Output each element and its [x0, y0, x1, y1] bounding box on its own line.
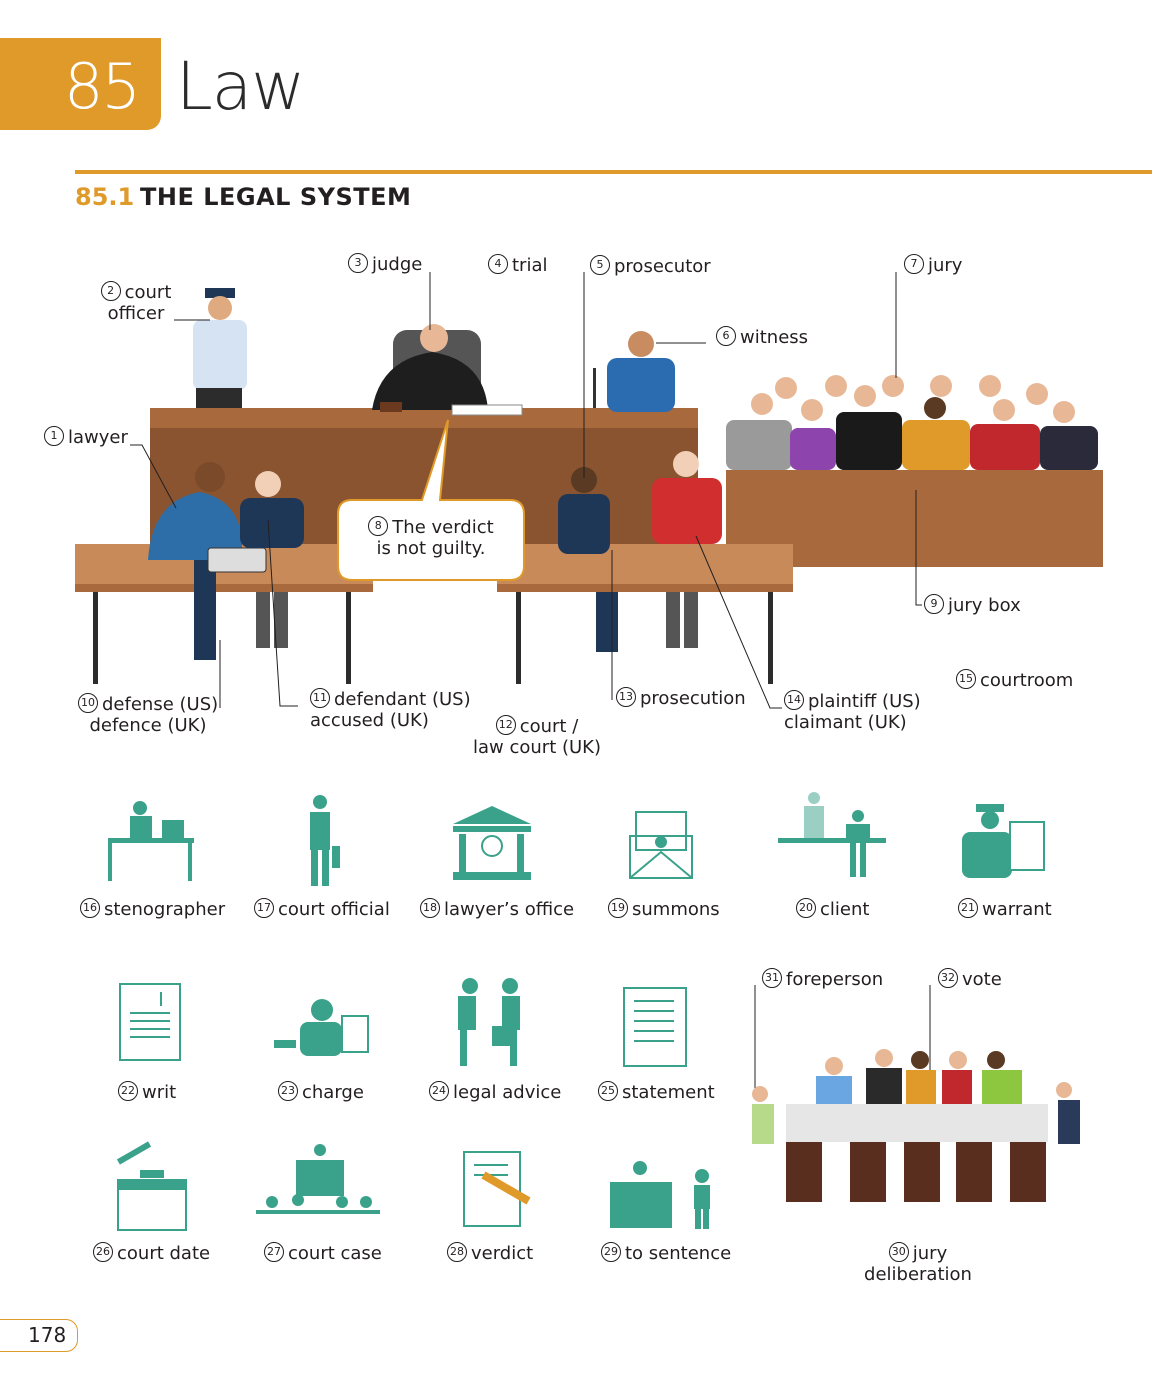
court-officer-figure	[193, 288, 247, 408]
label-jury: 7 jury	[904, 254, 962, 276]
gavel-document-icon	[463, 1151, 531, 1227]
label-court-case: 27 court case	[264, 1242, 382, 1264]
handshake-icon	[458, 978, 520, 1066]
label-defense: 10 defense (US) defence (UK)	[78, 693, 218, 736]
prosecutor-figure	[558, 467, 618, 652]
speech-bubble	[337, 419, 525, 581]
section-rule	[75, 170, 1152, 174]
lawyer-figure	[148, 462, 267, 660]
judge-figure	[372, 324, 523, 416]
prosecution-table	[497, 544, 793, 684]
chapter-number: 85	[64, 50, 141, 123]
label-judge: 3 judge	[348, 253, 422, 275]
label-stenographer: 16 stenographer	[80, 898, 225, 920]
label-summons: 19 summons	[608, 898, 720, 920]
label-prosecution: 13 prosecution	[616, 687, 746, 709]
leader-lines	[130, 272, 931, 1090]
label-court-official: 17 court official	[254, 898, 390, 920]
courtroom-icon	[256, 1144, 380, 1214]
label-court: 12 court / law court (UK)	[473, 715, 601, 758]
label-verdict-speech: 8 The verdict is not guilty.	[346, 516, 516, 559]
label-statement: 25 statement	[598, 1081, 715, 1103]
jury-deliberation-illustration	[752, 1049, 1080, 1202]
police-warrant-icon	[962, 804, 1045, 878]
label-writ: 22 writ	[118, 1081, 176, 1103]
label-court-date: 26 court date	[93, 1242, 210, 1264]
charge-icon	[274, 999, 369, 1056]
client-meeting-icon	[778, 792, 886, 877]
envelope-icon	[629, 811, 693, 879]
label-trial: 4 trial	[488, 254, 548, 276]
jury-figures	[726, 375, 1098, 470]
stenographer-icon	[108, 801, 194, 881]
label-courtroom: 15 courtroom	[956, 669, 1073, 691]
label-lawyer: 1 lawyer	[44, 426, 128, 448]
label-vote: 32 vote	[938, 968, 1002, 990]
label-defendant: 11 defendant (US) accused (UK)	[310, 688, 471, 731]
label-verdict: 28 verdict	[447, 1242, 533, 1264]
plaintiff-figure	[652, 451, 722, 648]
icon-row-2	[119, 978, 687, 1067]
label-foreperson: 31 foreperson	[762, 968, 883, 990]
page-number: 178	[28, 1323, 67, 1347]
label-client: 20 client	[796, 898, 869, 920]
label-legal-advice: 24 legal advice	[429, 1081, 561, 1103]
chapter-number-box	[0, 38, 161, 130]
label-lawyers-office: 18 lawyer’s office	[420, 898, 574, 920]
defendant-figure	[240, 471, 304, 648]
section-number: 85.1	[75, 183, 135, 211]
label-court-officer: 2 court officer	[94, 281, 178, 324]
label-charge: 23 charge	[278, 1081, 364, 1103]
chapter-title: Law	[176, 48, 305, 125]
section-title: THE LEGAL SYSTEM	[140, 183, 412, 211]
icon-row-1	[108, 792, 1045, 886]
label-to-sentence: 29 to sentence	[601, 1242, 731, 1264]
document-scales-icon	[119, 983, 181, 1061]
courthouse-icon	[453, 806, 531, 880]
label-jury-deliberation: 30 jury deliberation	[864, 1242, 972, 1285]
label-prosecutor: 5 prosecutor	[590, 255, 711, 277]
label-warrant: 21 warrant	[958, 898, 1052, 920]
page-number-tab	[0, 1319, 78, 1352]
label-witness: 6 witness	[716, 326, 808, 348]
court-official-icon	[310, 795, 340, 886]
label-jury-box: 9 jury box	[924, 594, 1021, 616]
gavel-calendar-icon	[116, 1141, 187, 1231]
statement-document-icon	[623, 987, 687, 1067]
icon-row-3	[116, 1141, 710, 1231]
judge-defendant-icon	[610, 1161, 710, 1229]
witness-figure	[593, 331, 675, 412]
label-plaintiff: 14 plaintiff (US) claimant (UK)	[784, 690, 921, 733]
